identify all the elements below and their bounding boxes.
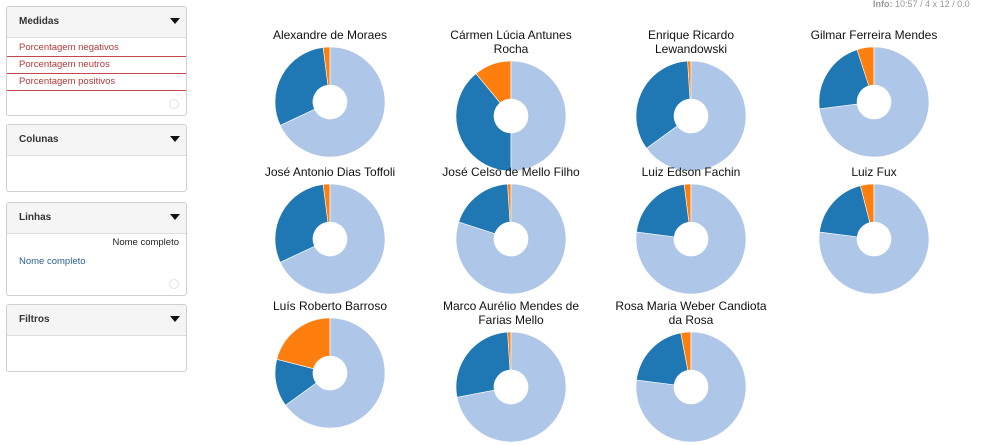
chart-title-line: Marco Aurélio Mendes de	[442, 299, 580, 313]
chart-title-line: da Rosa	[668, 313, 714, 327]
status-dims: / 4 x 12	[920, 0, 950, 9]
chevron-down-icon[interactable]	[170, 18, 180, 24]
donut-slice-positivos[interactable]	[279, 46, 386, 158]
donut-slice-negativos[interactable]	[455, 331, 511, 398]
row-header-label: Nome completo	[112, 237, 179, 248]
donut-chart	[274, 317, 386, 429]
chart-title-line: Rocha	[493, 42, 529, 56]
donut-slice-negativos[interactable]	[636, 184, 690, 238]
donut-slice-positivos[interactable]	[646, 60, 747, 172]
drop-target-icon	[169, 279, 179, 289]
donut-slice-positivos[interactable]	[635, 331, 747, 443]
chart-title: José Antonio Dias Toffoli	[245, 165, 415, 179]
colunas-panel-header[interactable]: Colunas	[7, 125, 186, 156]
chart-title: José Celso de Mello Filho	[426, 165, 596, 179]
filtros-panel-header[interactable]: Filtros	[7, 305, 186, 336]
chart-title-line: Luiz Edson Fachin	[641, 165, 741, 179]
measure-item-positivos[interactable]: Porcentagem positivos	[7, 74, 186, 91]
status-cut: / 0.0	[952, 0, 970, 9]
chart-title: Alexandre de Moraes	[245, 28, 415, 42]
chart-title-line: Rosa Maria Weber Candiota	[615, 299, 767, 313]
donut-slice-positivos[interactable]	[285, 317, 386, 429]
donut-chart	[274, 46, 386, 158]
colunas-panel-title: Colunas	[19, 134, 59, 145]
donut-chart	[818, 46, 930, 158]
linhas-panel: Linhas Nome completo Nome completo	[6, 202, 187, 296]
chart-title: Rosa Maria Weber Candiota da Rosa	[606, 299, 776, 327]
donut-slice-positivos[interactable]	[279, 183, 386, 295]
chart-title-line: José Antonio Dias Toffoli	[264, 165, 396, 179]
status-info-label: Info:	[873, 0, 893, 9]
donut-chart	[455, 331, 567, 443]
donut-slice-negativos[interactable]	[458, 183, 511, 235]
donut-chart	[635, 331, 747, 443]
linhas-panel-title: Linhas	[19, 212, 52, 223]
chart-title-line: Luiz Fux	[851, 165, 897, 179]
row-item-nome-completo[interactable]: Nome completo	[19, 256, 86, 267]
chart-title: Luiz Fux	[789, 165, 959, 179]
chart-title: Luís Roberto Barroso	[245, 299, 415, 313]
donut-slice-neutros[interactable]	[276, 317, 331, 370]
chart-title-line: José Celso de Mello Filho	[442, 165, 580, 179]
status-bar: Info: 10:57 / 4 x 12 / 0.0	[873, 0, 970, 9]
donut-chart	[274, 183, 386, 295]
donut-slice-negativos[interactable]	[819, 185, 871, 238]
donut-slice-positivos[interactable]	[455, 183, 567, 295]
donut-slice-negativos[interactable]	[636, 332, 689, 386]
donut-chart	[455, 60, 567, 172]
chevron-down-icon[interactable]	[170, 214, 180, 220]
donut-chart	[818, 183, 930, 295]
colunas-panel: Colunas	[6, 124, 187, 192]
donut-slice-positivos[interactable]	[456, 331, 567, 443]
status-time: 10:57	[895, 0, 918, 9]
chart-title: Gilmar Ferreira Mendes	[789, 28, 959, 42]
filtros-panel-title: Filtros	[19, 314, 50, 325]
donut-slice-positivos[interactable]	[819, 46, 930, 158]
chart-title-line: Luís Roberto Barroso	[272, 299, 388, 313]
chart-title: Cármen Lúcia Antunes Rocha	[426, 28, 596, 56]
donut-slice-positivos[interactable]	[635, 183, 747, 295]
chevron-down-icon[interactable]	[170, 136, 180, 142]
measure-item-neutros[interactable]: Porcentagem neutros	[7, 57, 186, 74]
chart-title-line: Alexandre de Moraes	[272, 28, 388, 42]
donut-slice-negativos[interactable]	[455, 73, 512, 172]
donut-slice-negativos[interactable]	[274, 47, 329, 126]
medidas-panel: Medidas Porcentagem negativos Porcentage…	[6, 6, 187, 116]
donut-chart	[635, 183, 747, 295]
donut-slice-positivos[interactable]	[818, 183, 930, 295]
donut-slice-negativos[interactable]	[274, 184, 329, 263]
medidas-panel-title: Medidas	[19, 16, 60, 27]
drop-target-icon	[169, 99, 179, 109]
chart-title: Marco Aurélio Mendes de Farias Mello	[426, 299, 596, 327]
chart-title-line: Lewandowski	[654, 42, 728, 56]
medidas-panel-header[interactable]: Medidas	[7, 7, 186, 38]
chart-title-line: Cármen Lúcia Antunes	[450, 28, 572, 42]
chart-title: Luiz Edson Fachin	[606, 165, 776, 179]
chart-title-line: Gilmar Ferreira Mendes	[810, 28, 938, 42]
linhas-panel-header[interactable]: Linhas	[7, 203, 186, 234]
chevron-down-icon[interactable]	[170, 316, 180, 322]
donut-chart	[455, 183, 567, 295]
donut-slice-negativos[interactable]	[818, 49, 870, 110]
filtros-panel: Filtros	[6, 304, 187, 372]
measure-item-negativos[interactable]: Porcentagem negativos	[7, 40, 186, 57]
donut-slice-positivos[interactable]	[510, 60, 567, 172]
donut-chart	[635, 60, 747, 172]
chart-title: Enrique Ricardo Lewandowski	[606, 28, 776, 56]
chart-title-line: Enrique Ricardo	[647, 28, 735, 42]
chart-title-line: Farias Mello	[478, 313, 544, 327]
